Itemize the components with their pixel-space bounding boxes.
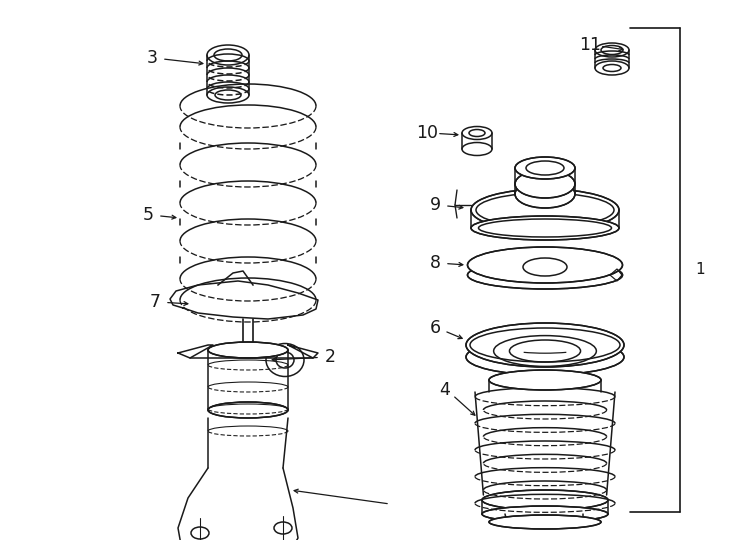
Ellipse shape [515,170,575,198]
Text: 5: 5 [142,206,153,224]
Text: 1: 1 [695,262,705,278]
Ellipse shape [468,261,622,289]
Ellipse shape [515,157,575,179]
Ellipse shape [208,402,288,418]
Text: 3: 3 [147,49,158,67]
Text: 4: 4 [440,381,451,399]
Text: 11: 11 [579,36,601,54]
Text: 8: 8 [429,254,440,272]
Ellipse shape [489,370,601,390]
Text: 10: 10 [416,124,438,142]
Ellipse shape [466,323,624,367]
Ellipse shape [489,515,601,529]
Text: 9: 9 [429,196,440,214]
Text: 7: 7 [150,293,161,311]
Ellipse shape [482,506,608,522]
Ellipse shape [482,490,608,510]
Ellipse shape [208,342,288,358]
Ellipse shape [471,189,619,231]
Ellipse shape [515,180,575,208]
Ellipse shape [468,247,622,283]
Text: 2: 2 [324,348,335,366]
Ellipse shape [471,216,619,240]
Ellipse shape [466,339,624,375]
Text: 6: 6 [429,319,440,337]
